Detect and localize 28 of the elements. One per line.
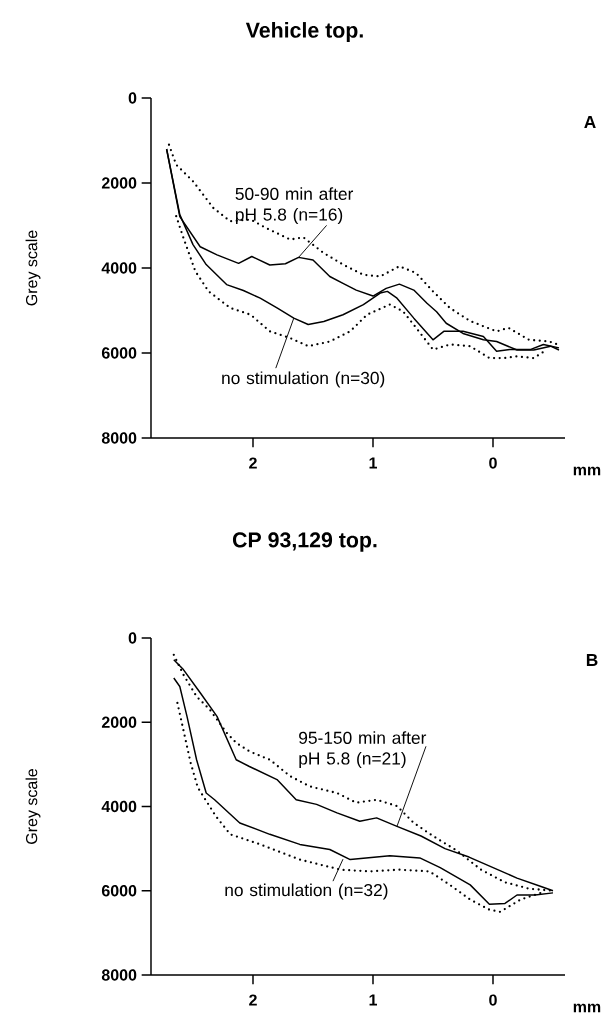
y-tick-label: 8000 (101, 969, 137, 981)
x-tick-label: 1 (369, 457, 377, 469)
x-tick-label: 0 (489, 994, 497, 1006)
y-tick-label: 6000 (101, 347, 137, 359)
x-tick-label: 1 (369, 994, 377, 1006)
annotation: 50-90 min after pH 5.8 (n=16) (235, 187, 354, 225)
x-axis-title: mm (573, 1003, 601, 1013)
y-tick-label: 2000 (101, 177, 137, 189)
y-tick-label: 8000 (101, 432, 137, 444)
y-tick-label: 2000 (101, 716, 137, 728)
y-tick-label: 0 (128, 92, 137, 104)
annotation: no stimulation (n=30) (222, 371, 385, 388)
text: B (586, 654, 598, 666)
y-tick-label: 4000 (101, 262, 137, 274)
x-tick-label: 2 (249, 457, 257, 469)
chart-title: CP 93,129 top. (232, 532, 377, 552)
x-tick-label: 2 (249, 994, 257, 1006)
y-tick-label: 4000 (101, 800, 137, 813)
y-axis-title: Grey scale (25, 230, 41, 306)
x-tick-label: 0 (489, 457, 497, 469)
annotation: 95-150 min after pH 5.8 (n=21) (299, 731, 427, 769)
text: A (584, 116, 596, 128)
y-tick-label: 6000 (101, 885, 137, 897)
chart-title: Vehicle top. (245, 22, 363, 42)
y-axis-title: Grey scale (25, 769, 41, 844)
y-tick-label: 0 (128, 632, 137, 644)
annotation: no stimulation (n=32) (225, 883, 388, 900)
x-axis-title: mm (573, 466, 601, 476)
